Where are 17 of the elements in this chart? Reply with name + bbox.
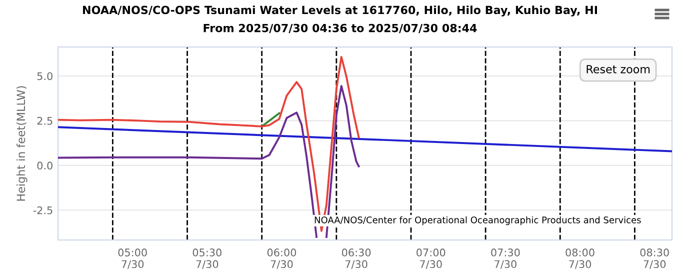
x-tick-label: 08:30 7/30 (640, 248, 669, 269)
annotation: Reset zoom (586, 65, 650, 74)
x-tick-label: 05:00 7/30 (118, 248, 147, 269)
y-tick-label: -2.5 (33, 206, 52, 214)
y-axis-title: Height in feet(MLLW) (16, 86, 28, 201)
annotation: NOAA/NOS/Center for Operational Oceanographic Products and Services (314, 216, 641, 226)
y-tick-label: 0.0 (37, 162, 52, 170)
x-tick-label: 05:30 7/30 (192, 248, 222, 269)
x-tick-label: 06:30 7/30 (342, 248, 371, 269)
y-tick-label: 2.5 (37, 116, 52, 125)
x-tick-label: 07:30 7/30 (491, 248, 520, 269)
x-tick-label: 07:00 7/30 (416, 248, 446, 269)
chart-subtitle: From 2025/07/30 04:36 to 2025/07/30 08:44 (204, 24, 477, 34)
x-tick-label: 06:00 7/30 (267, 248, 296, 269)
y-tick-label: 5.0 (37, 72, 52, 80)
chart-title: NOAA/NOS/CO-OPS Tsunami Water Levels at 1617760, Hilo, Hilo Bay, Kuhio Bay, HI (83, 6, 597, 16)
x-tick-label: 08:00 7/30 (566, 248, 594, 269)
